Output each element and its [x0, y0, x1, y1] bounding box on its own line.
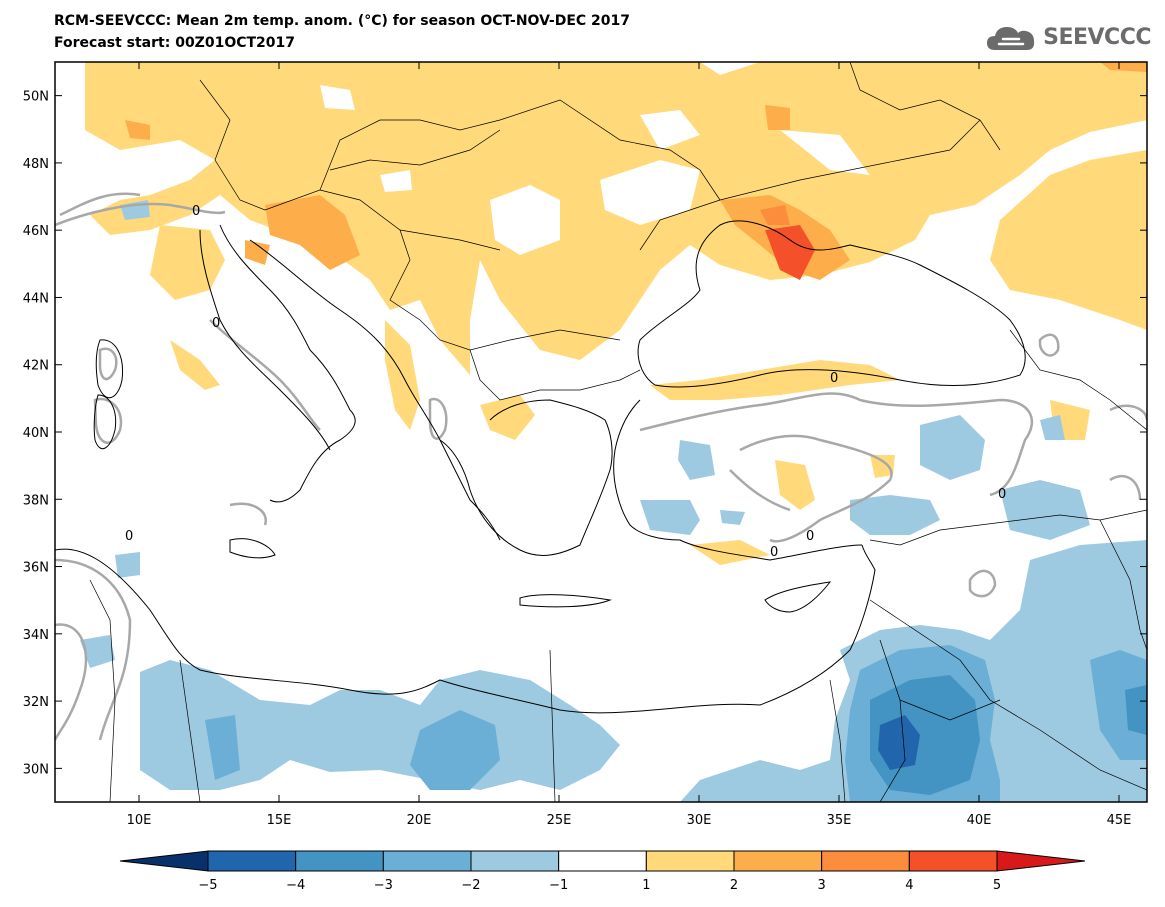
cloud-logo-icon — [987, 27, 1035, 50]
coast-adriatic-east — [249, 239, 501, 541]
lat-tick-label: 46N — [23, 224, 49, 239]
warm-region-anatolia — [775, 460, 815, 510]
coast-greece — [439, 399, 613, 556]
lon-tick-label: 45E — [1107, 813, 1132, 828]
warm-region-black-sea-south — [650, 360, 900, 400]
coast-cyprus — [764, 581, 832, 613]
contour-label: 0 — [806, 529, 814, 544]
contour-label: 0 — [830, 371, 838, 386]
coast-corsica — [93, 394, 117, 450]
lat-tick-label: 30N — [23, 762, 49, 777]
colorbar-swatch — [645, 850, 735, 872]
lon-tick-label: 40E — [967, 813, 992, 828]
contour-labels: 0 0 0 0 0 0 0 — [125, 204, 1006, 560]
warm-region-central-europe — [85, 62, 1147, 375]
lat-tick-label: 34N — [23, 628, 49, 643]
colorbar-swatch — [821, 850, 910, 872]
lon-tick-label: 10E — [127, 813, 152, 828]
longitude-axis: 10E 15E 20E 25E 30E 35E 40E 45E — [127, 62, 1132, 828]
coast-anatolia-south — [613, 399, 863, 561]
neutral-areas — [320, 62, 1147, 470]
colorbar-swatch — [733, 850, 823, 872]
colorbar-min-triangle — [119, 850, 209, 872]
lat-tick-label: 40N — [23, 426, 49, 441]
contour-label: 0 — [125, 529, 133, 544]
latitude-axis: 30N 32N 34N 36N 38N 40N 42N 44N 46N 48N 50N — [23, 90, 1147, 777]
colorbar-swatch — [558, 850, 647, 872]
colorbar-swatch — [207, 850, 297, 872]
map-title: RCM-SEEVCCC: Mean 2m temp. anom. (°C) fo… — [54, 13, 631, 29]
warm-region-levant-coast — [690, 540, 770, 565]
lat-tick-label: 42N — [23, 359, 49, 374]
colorbar-label: 5 — [993, 878, 1001, 893]
contour-label: 0 — [212, 316, 220, 331]
lat-tick-label: 50N — [23, 90, 49, 105]
coast-sicily — [229, 538, 276, 559]
warm-region-tyrrhenian — [170, 340, 220, 390]
lat-tick-label: 44N — [23, 291, 49, 306]
coast-mediterranean-south — [55, 544, 876, 714]
colorbar: −5 −4 −3 −2 −1 1 2 3 4 5 — [119, 850, 1086, 893]
contour-label: 0 — [770, 545, 778, 560]
coastlines — [55, 220, 1026, 714]
warm-anomaly-areas — [85, 62, 1147, 565]
coast-sardinia — [95, 339, 124, 398]
lon-tick-label: 25E — [547, 813, 572, 828]
cold-anomaly-very-strong — [878, 715, 920, 770]
colorbar-label: 4 — [905, 878, 913, 893]
colorbar-label: −2 — [461, 878, 480, 893]
lon-tick-label: 35E — [827, 813, 852, 828]
colorbar-label: 2 — [730, 878, 738, 893]
country-borders — [89, 62, 1147, 802]
colorbar-swatch — [382, 850, 472, 872]
lat-tick-label: 32N — [23, 695, 49, 710]
contour-label: 0 — [192, 204, 200, 219]
coast-black-sea — [637, 220, 1026, 388]
colorbar-swatch — [908, 850, 998, 872]
colorbar-label: −4 — [286, 878, 305, 893]
warm-region-italy-west — [150, 225, 225, 300]
lon-tick-label: 30E — [687, 813, 712, 828]
colorbar-label: 3 — [818, 878, 826, 893]
map-field: 0 0 0 0 0 0 0 — [55, 62, 1147, 802]
lon-tick-label: 20E — [407, 813, 432, 828]
forecast-start-label: Forecast start: 00Z01OCT2017 — [54, 35, 296, 51]
lon-tick-label: 15E — [267, 813, 292, 828]
colorbar-label: −1 — [549, 878, 568, 893]
colorbar-swatch — [295, 850, 384, 872]
logo-text: SEEVCCC — [1043, 24, 1151, 50]
zero-contours — [55, 192, 1147, 741]
warm-region-aegean-north — [480, 395, 535, 440]
warm-region-anatolia-east — [870, 455, 895, 478]
lat-tick-label: 36N — [23, 561, 49, 576]
coast-italy — [219, 224, 356, 503]
lat-tick-label: 38N — [23, 493, 49, 508]
colorbar-label: 1 — [642, 878, 650, 893]
colorbar-max-triangle — [996, 850, 1086, 872]
colorbar-label: −5 — [198, 878, 217, 893]
cold-region-north-africa — [140, 660, 620, 790]
warm-anomaly-very-strong — [760, 205, 815, 280]
coast-crete — [519, 594, 612, 608]
contour-label: 0 — [998, 487, 1006, 502]
lat-tick-label: 48N — [23, 157, 49, 172]
seevccc-logo: SEEVCCC — [985, 22, 1151, 52]
colorbar-swatch — [470, 850, 560, 872]
warm-region-east — [990, 150, 1147, 330]
colorbar-label: −3 — [374, 878, 393, 893]
